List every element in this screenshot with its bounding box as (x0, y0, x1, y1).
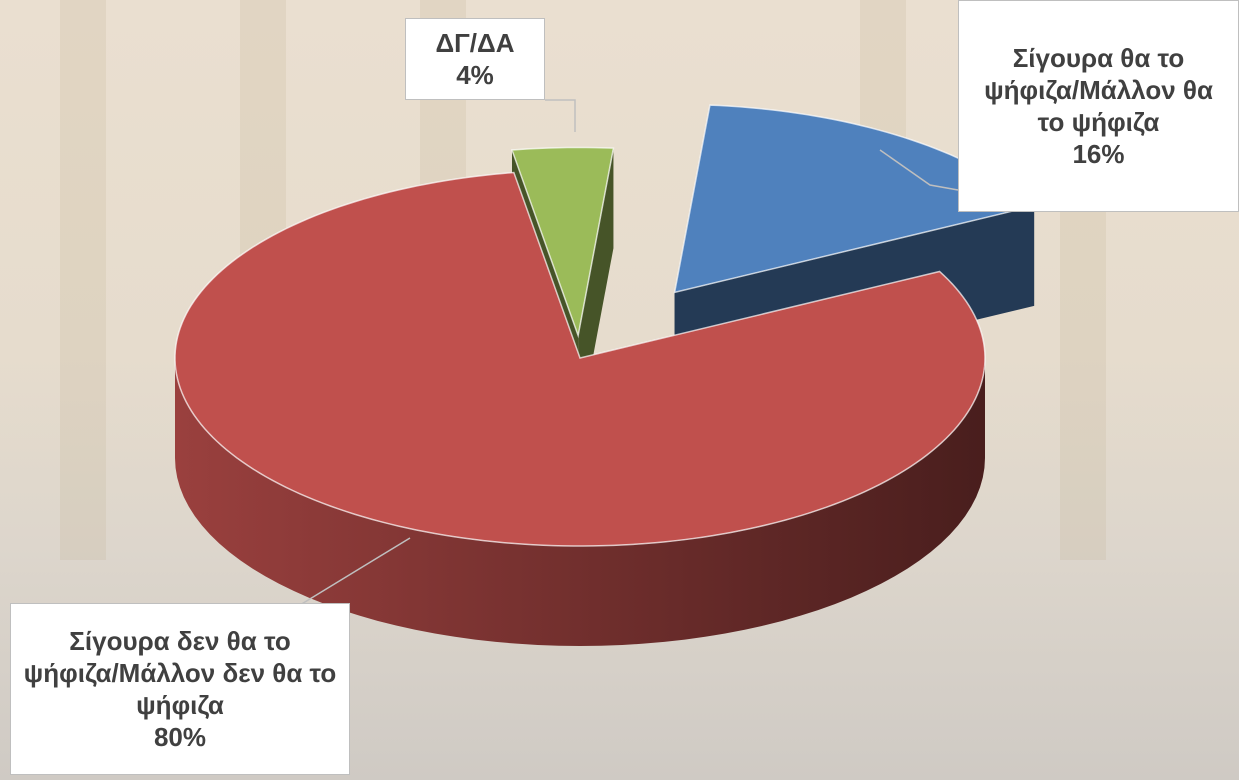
value-label: 80% (153, 722, 207, 752)
value-label: 4% (456, 60, 494, 90)
data-callout: Σίγουρα θα το ψήφιζα/Μάλλον θα το ψήφιζα… (958, 0, 1239, 212)
category-label: ΔΓ/ΔΑ (435, 28, 515, 58)
background-column (60, 0, 106, 560)
pie-slice (174, 171, 986, 547)
value-label: 16% (1072, 139, 1125, 169)
pie-slice (510, 146, 615, 339)
leader-line (879, 149, 959, 191)
leader-lines (299, 99, 959, 606)
data-callout: ΔΓ/ΔΑ 4% (405, 18, 545, 100)
leader-line (545, 99, 576, 132)
category-label: Σίγουρα δεν θα το ψήφιζα/Μάλλον δεν θα τ… (23, 626, 337, 720)
leader-line (299, 537, 411, 606)
data-callout: Σίγουρα δεν θα το ψήφιζα/Μάλλον δεν θα τ… (10, 603, 350, 775)
pie-tops (174, 104, 1036, 547)
pie-slice-side (175, 358, 985, 646)
category-label: Σίγουρα θα το ψήφιζα/Μάλλον θα το ψήφιζα (984, 43, 1213, 137)
